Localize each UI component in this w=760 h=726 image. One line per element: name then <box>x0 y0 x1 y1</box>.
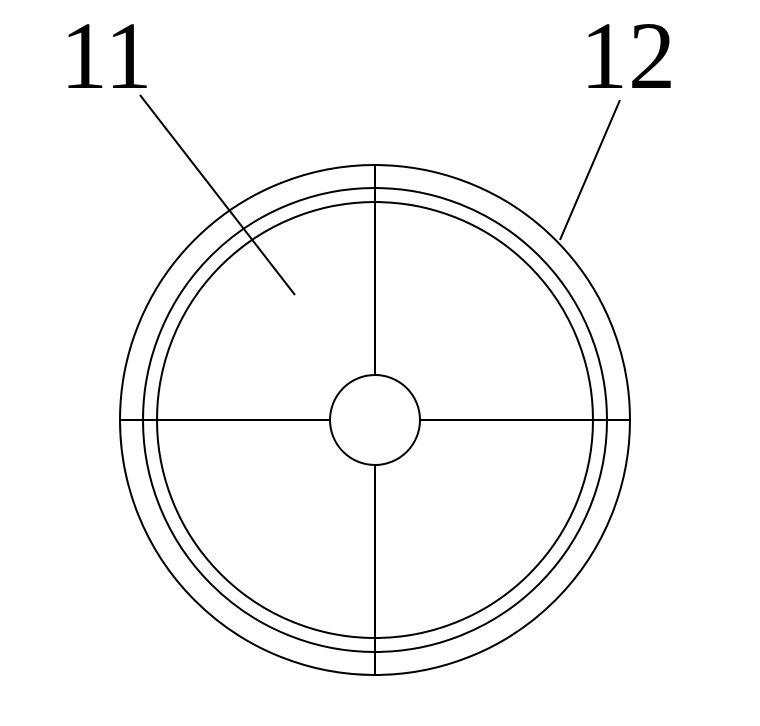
diagram-stage: 11 12 <box>0 0 760 726</box>
hub-circle <box>330 375 420 465</box>
leader-line-12 <box>560 100 620 240</box>
label-12: 12 <box>580 0 676 111</box>
label-11: 11 <box>60 0 152 111</box>
leader-line-11 <box>140 95 295 295</box>
